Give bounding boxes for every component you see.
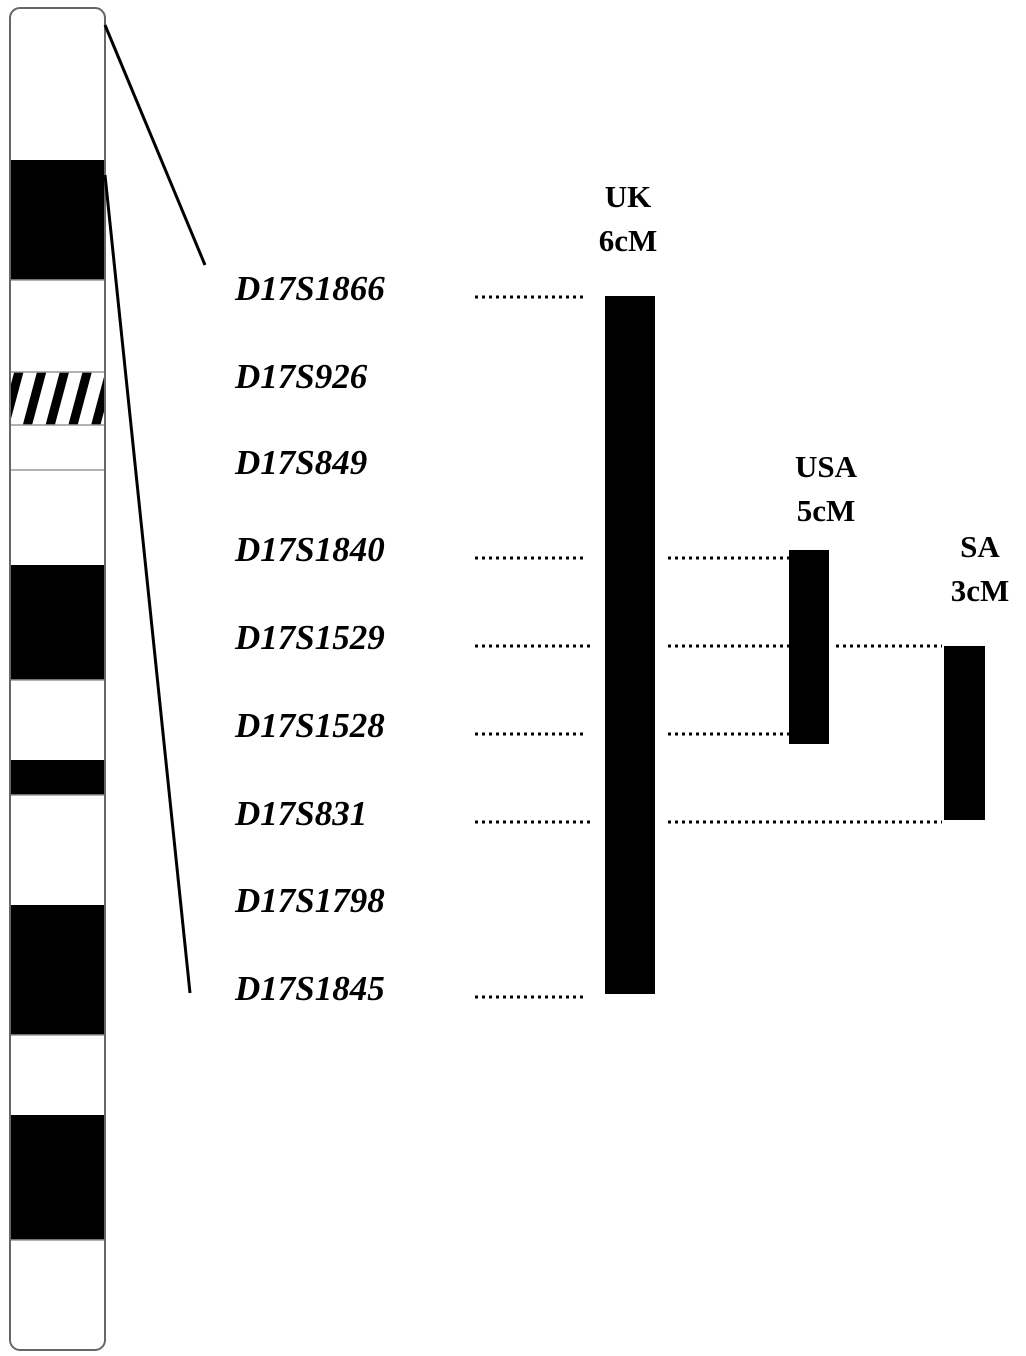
marker-label: D17S926 — [234, 357, 368, 396]
marker-label: D17S1866 — [234, 269, 385, 308]
marker-label: D17S1798 — [234, 881, 385, 920]
marker-label: D17S1528 — [234, 706, 385, 745]
marker-label: D17S1529 — [234, 618, 385, 657]
marker-label: D17S1840 — [234, 530, 385, 569]
region-name: USA — [795, 449, 858, 484]
region-size: 3cM — [951, 573, 1010, 608]
zoom-line — [105, 25, 205, 265]
region-size: 6cM — [599, 223, 658, 258]
region-bar — [605, 296, 655, 994]
marker-label: D17S849 — [234, 443, 367, 482]
zoom-line — [105, 175, 190, 993]
diagram: D17S1866 D17S926 D17S849 D17S1840 D17S1529 D1… — [0, 0, 1026, 1356]
marker-label: D17S1845 — [234, 969, 385, 1008]
region-bar — [944, 646, 985, 820]
region-name: SA — [960, 529, 1000, 564]
marker-label: D17S831 — [234, 794, 367, 833]
region-bar — [789, 550, 829, 744]
region-name: UK — [605, 179, 652, 214]
chromosome — [10, 8, 105, 1350]
region-size: 5cM — [797, 493, 856, 528]
